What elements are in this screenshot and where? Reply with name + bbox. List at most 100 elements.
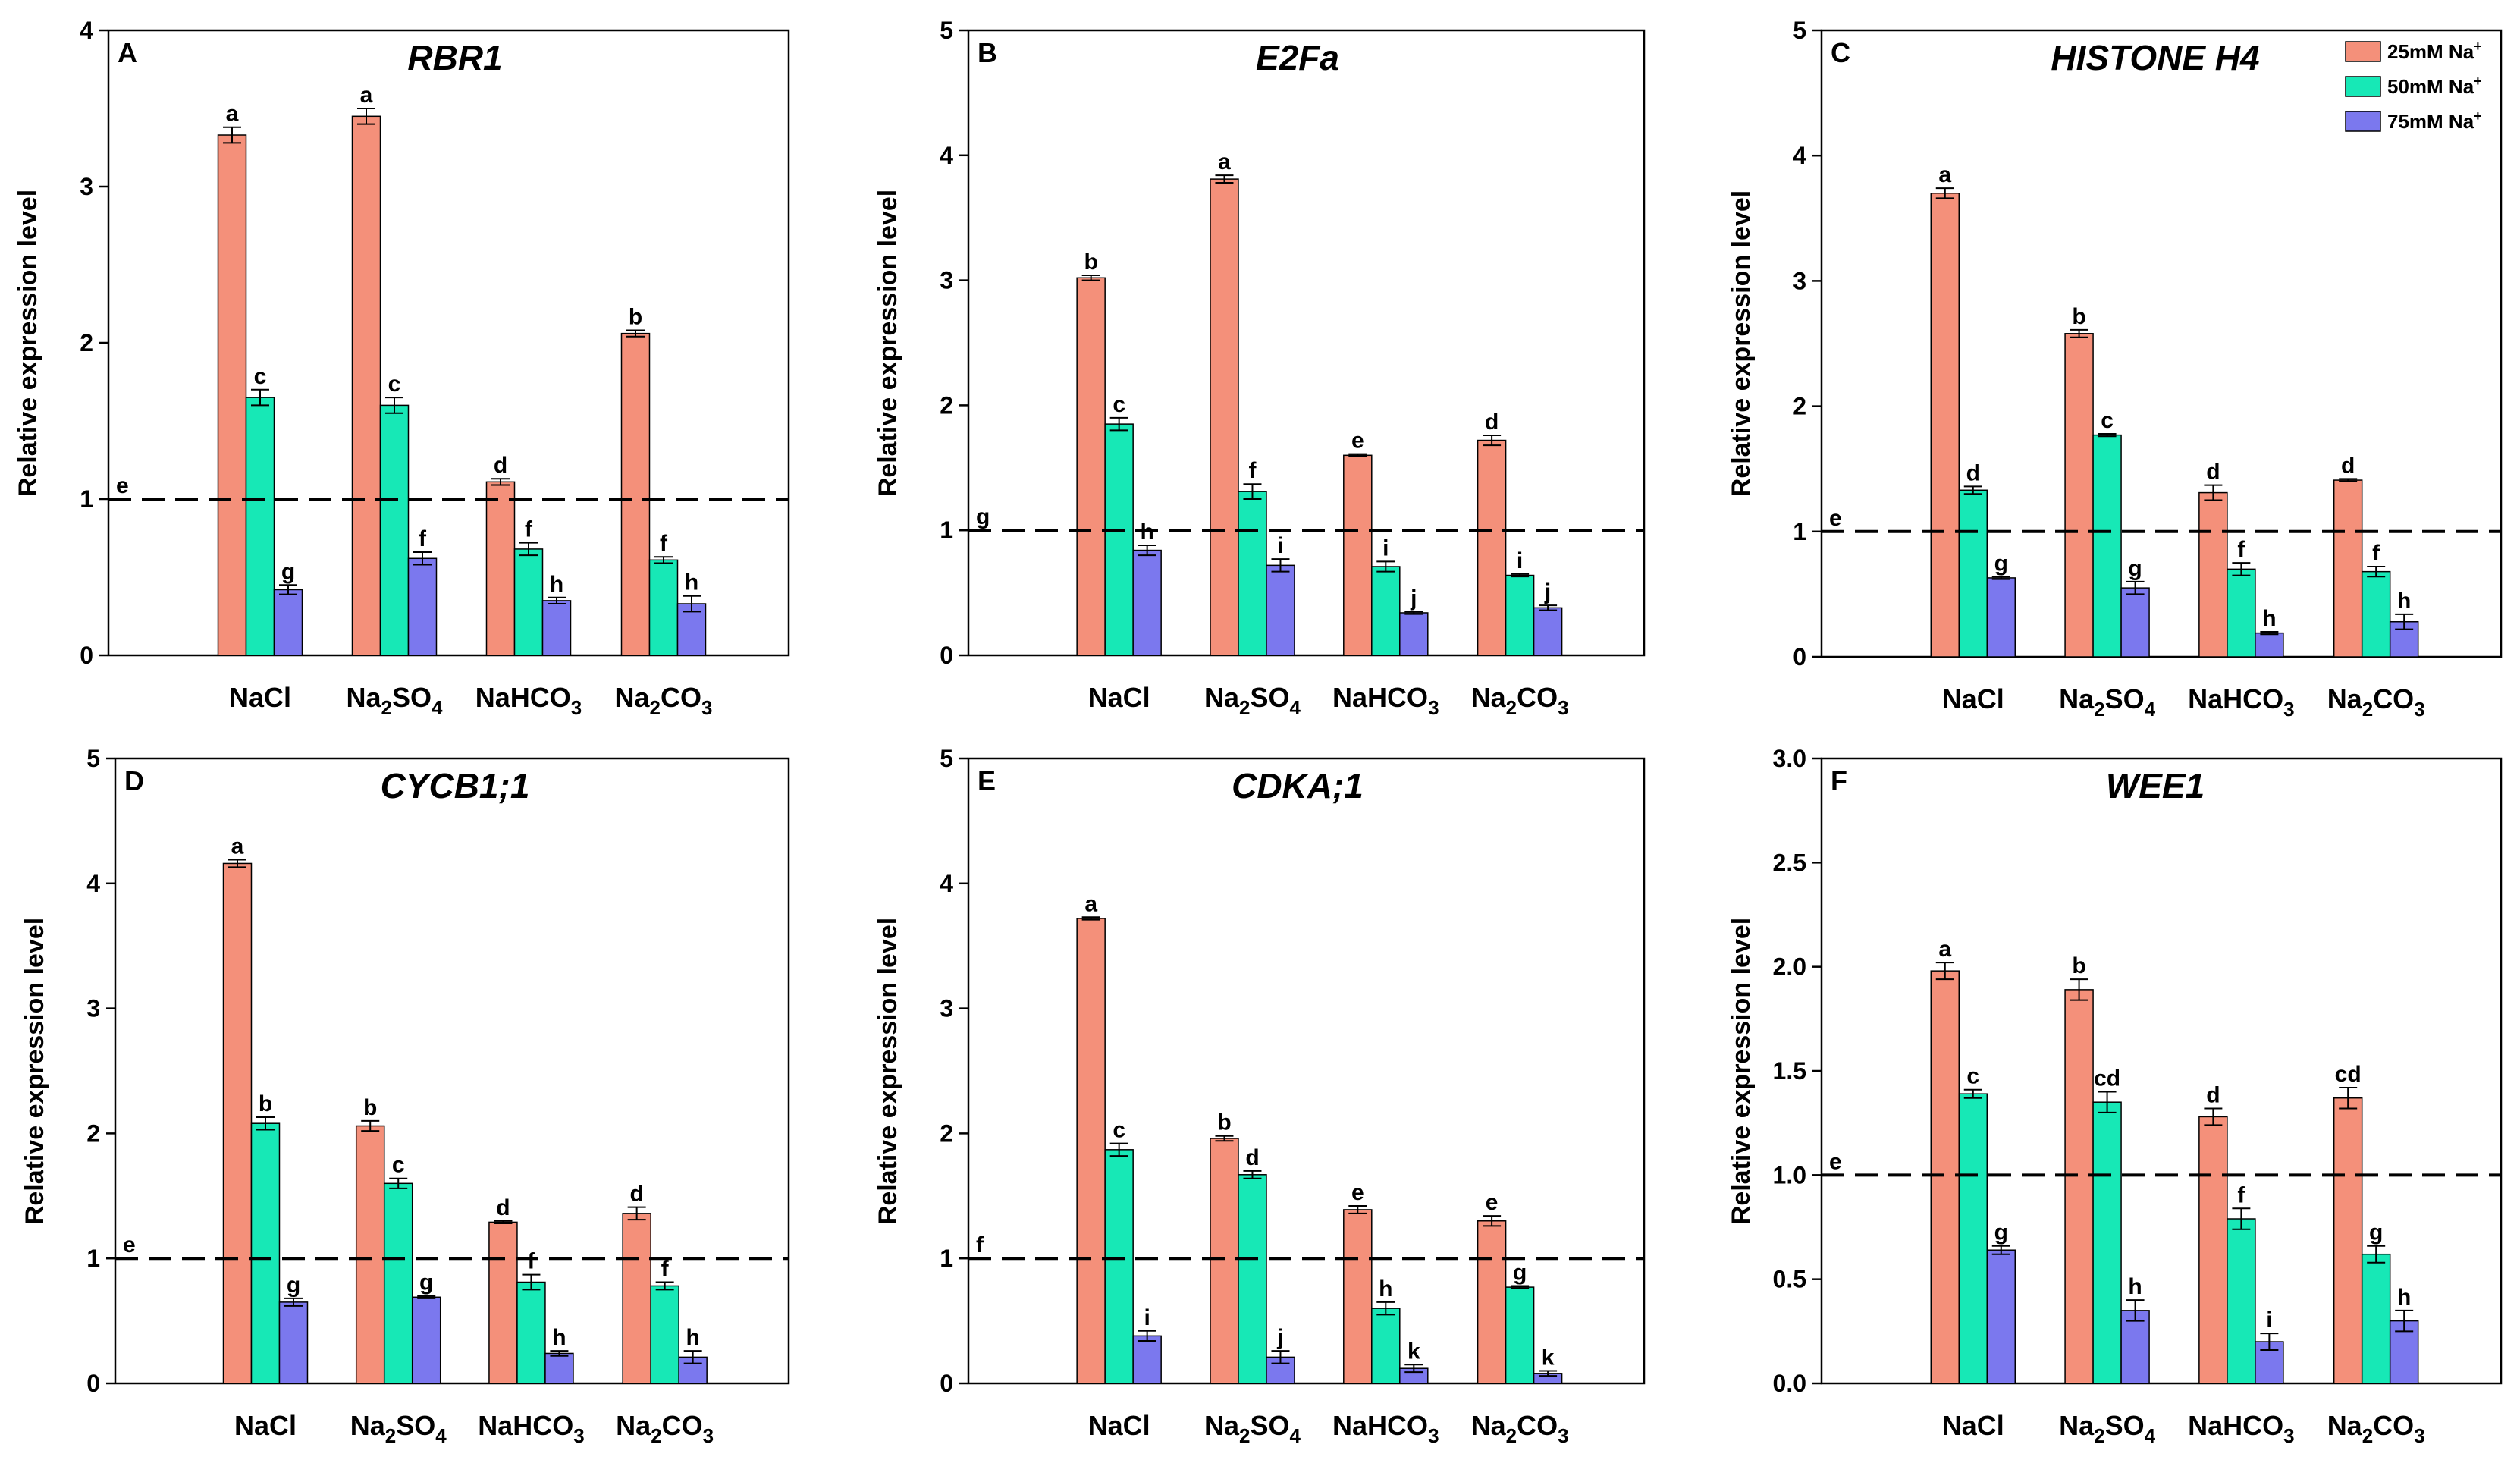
bar-25mmna	[2198, 491, 2228, 658]
legend: 25mM Na+ 50mM Na+ 75mM Na+	[2345, 39, 2482, 133]
y-tick-label: 5	[940, 17, 953, 44]
panel-b: 0 1 2 3 4 5 Relative expression level B E2Fa b c h N…	[874, 17, 1646, 719]
significance-letter: h	[686, 1325, 699, 1350]
significance-letter: a	[231, 834, 244, 859]
bar-75mmna	[411, 1296, 441, 1384]
panel-letter: C	[1831, 37, 1850, 68]
bar-75mmna	[1399, 612, 1429, 656]
significance-letter: e	[1351, 429, 1364, 454]
significance-letter: f	[2237, 537, 2245, 562]
y-tick-label: 3	[80, 173, 93, 200]
plot-frame	[107, 29, 790, 657]
x-category-label: NaHCO3	[1332, 682, 1439, 719]
x-category-label: Na2SO4	[2059, 683, 2156, 721]
y-tick-label: 0	[940, 642, 953, 669]
significance-letter: g	[1994, 551, 2008, 576]
x-category-label: NaHCO3	[2188, 683, 2295, 721]
significance-letter: i	[1517, 548, 1523, 573]
chart-title: CDKA;1	[1232, 766, 1364, 805]
bar-75mmna	[1132, 1335, 1162, 1384]
x-category-label: Na2SO4	[1204, 1410, 1301, 1447]
significance-letter: h	[685, 570, 698, 595]
y-tick-label: 2	[940, 1119, 953, 1147]
y-tick-label: 4	[940, 142, 953, 169]
bar-50mmna	[2092, 1101, 2122, 1384]
x-category-label: NaCl	[1942, 1410, 2004, 1441]
y-tick-label: 5	[1793, 17, 1806, 44]
x-category-label: Na2CO3	[2327, 683, 2425, 721]
significance-letter: g	[419, 1270, 433, 1295]
reference-letter: e	[1829, 506, 1842, 531]
significance-letter: g	[1994, 1220, 2008, 1245]
legend-swatch	[2345, 41, 2381, 62]
y-tick-label: 4	[1793, 142, 1806, 169]
chart-title: E2Fa	[1256, 38, 1339, 77]
significance-letter: h	[2397, 589, 2411, 614]
bar-50mmna	[650, 1285, 679, 1384]
panel-a: 0 1 2 3 4 Relative expression level A RBR1 a c g Na…	[14, 17, 790, 719]
bar-50mmna	[1958, 1093, 1988, 1384]
bar-50mmna	[516, 1281, 546, 1384]
significance-letter: j	[1544, 579, 1551, 604]
bar-50mmna	[1505, 574, 1535, 656]
bar-50mmna	[250, 1122, 281, 1384]
legend-label: 75mM Na+	[2387, 108, 2482, 133]
bar-25mmna	[2064, 333, 2094, 658]
significance-letter: cd	[2335, 1062, 2362, 1087]
y-axis-label: Relative expression level	[1727, 918, 1756, 1224]
bar-25mmna	[1076, 277, 1106, 656]
reference-letter: e	[116, 473, 129, 498]
panel-f: 0.0 0.5 1.0 1.5 2.0 2.5 3.0 Relative expression…	[1727, 745, 2503, 1447]
bar-25mmna	[488, 1221, 518, 1384]
significance-letter: d	[629, 1182, 643, 1207]
x-category-label: Na2CO3	[615, 682, 713, 719]
bar-75mmna	[676, 603, 707, 656]
significance-letter: b	[1217, 1110, 1231, 1135]
bar-75mmna	[1266, 564, 1295, 656]
significance-letter: g	[2369, 1220, 2383, 1245]
bar-50mmna	[1958, 489, 1988, 658]
bar-25mmna	[1343, 454, 1373, 656]
significance-letter: d	[496, 1195, 510, 1220]
y-tick-label: 1.5	[1773, 1057, 1806, 1085]
significance-letter: k	[1542, 1345, 1555, 1371]
y-tick-label: 3	[940, 267, 953, 294]
y-tick-label: 3.0	[1773, 745, 1806, 772]
y-axis-label: Relative expression level	[14, 190, 42, 496]
bar-50mmna	[648, 559, 679, 656]
y-tick-label: 0	[86, 1370, 100, 1397]
significance-letter: d	[1245, 1145, 1259, 1170]
x-category-label: Na2SO4	[2059, 1410, 2156, 1447]
bar-25mmna	[485, 481, 516, 656]
legend-swatch	[2345, 111, 2381, 132]
x-category-label: Na2CO3	[2327, 1410, 2425, 1447]
y-tick-label: 0	[1793, 643, 1806, 670]
significance-letter: h	[550, 572, 563, 597]
panel-c: 0 1 2 3 4 5 Relative expression level C HISTONE …	[1727, 17, 2503, 721]
reference-letter: e	[123, 1232, 136, 1257]
significance-letter: d	[1485, 410, 1499, 435]
y-tick-label: 1	[940, 516, 953, 544]
legend-label: 50mM Na+	[2387, 74, 2482, 98]
bar-25mmna	[1210, 178, 1239, 656]
significance-letter: f	[2372, 541, 2380, 566]
bar-25mmna	[622, 1213, 651, 1384]
bar-50mmna	[379, 404, 410, 656]
y-tick-label: 0	[940, 1370, 953, 1397]
y-tick-label: 2	[80, 329, 93, 356]
significance-letter: i	[2266, 1308, 2272, 1333]
plot-frame	[967, 29, 1646, 657]
significance-letter: d	[1966, 460, 1980, 485]
significance-letter: c	[388, 372, 401, 397]
bar-75mmna	[2120, 1310, 2150, 1384]
significance-letter: c	[2101, 408, 2114, 433]
significance-letter: d	[2341, 453, 2355, 478]
y-tick-label: 2.0	[1773, 953, 1806, 981]
significance-letter: i	[1144, 1305, 1150, 1330]
panel-letter: D	[124, 765, 144, 796]
y-tick-label: 0.5	[1773, 1266, 1806, 1293]
significance-letter: g	[2128, 556, 2142, 581]
bar-25mmna	[222, 862, 253, 1384]
bar-75mmna	[278, 1301, 309, 1384]
y-tick-label: 0.0	[1773, 1370, 1806, 1397]
